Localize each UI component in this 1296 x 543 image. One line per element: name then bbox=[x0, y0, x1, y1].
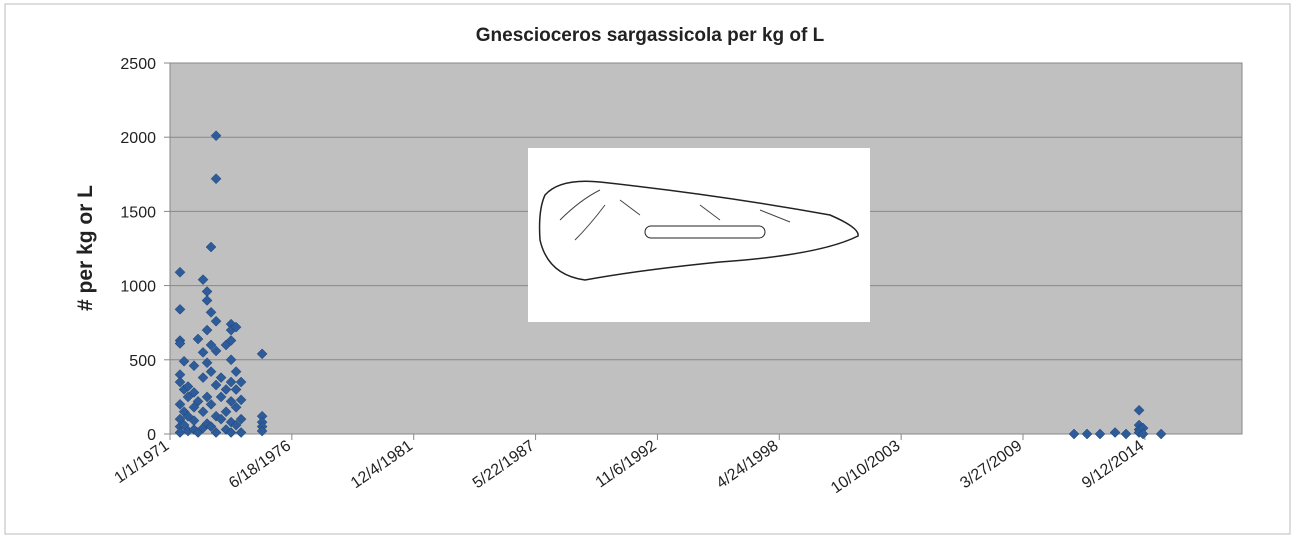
y-axis-label: # per kg or L bbox=[74, 185, 97, 311]
flatworm-image bbox=[528, 148, 870, 322]
y-tick-label: 0 bbox=[147, 427, 156, 444]
y-tick-label: 2500 bbox=[120, 56, 156, 73]
y-tick-label: 2000 bbox=[120, 130, 156, 147]
y-tick-label: 1500 bbox=[120, 204, 156, 221]
y-tick-label: 1000 bbox=[120, 279, 156, 296]
chart: Gnescioceros sargassicola per kg of L # … bbox=[0, 0, 1296, 538]
y-tick-label: 500 bbox=[129, 353, 156, 370]
chart-title: Gnescioceros sargassicola per kg of L bbox=[476, 25, 825, 46]
